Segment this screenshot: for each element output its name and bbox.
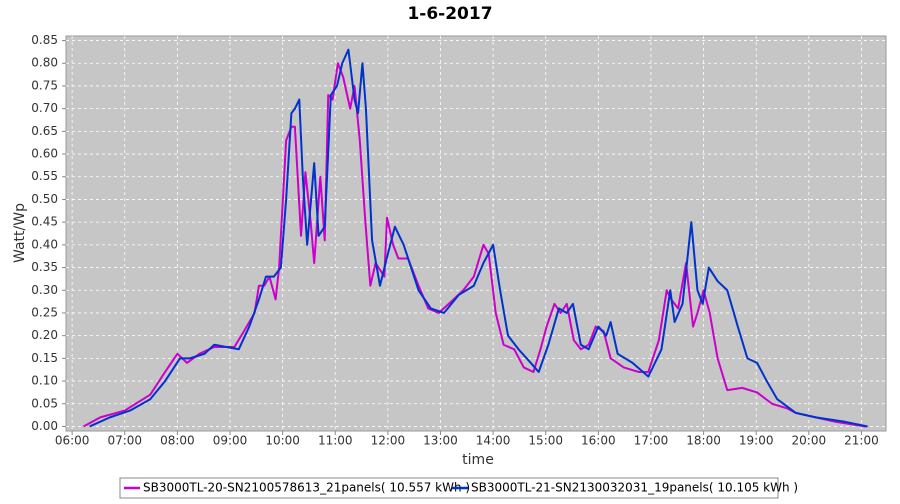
x-tick-label: 16:00 [581,434,616,448]
y-tick-label: 0.05 [31,396,58,410]
x-tick-label: 07:00 [107,434,142,448]
x-tick-label: 12:00 [371,434,406,448]
y-tick-label: 0.40 [31,237,58,251]
x-tick-label: 13:00 [423,434,458,448]
x-tick-label: 09:00 [213,434,248,448]
y-tick-label: 0.80 [31,56,58,70]
y-tick-label: 0.55 [31,169,58,183]
x-tick-label: 08:00 [160,434,195,448]
y-tick-label: 0.30 [31,283,58,297]
lines [83,48,868,428]
x-tick-label: 10:00 [265,434,300,448]
legend-label: SB3000TL-20-SN2100578613_21panels( 10.55… [143,481,470,495]
y-tick-label: 0.85 [31,33,58,47]
legend-label: SB3000TL-21-SN2130032031_19panels( 10.10… [471,481,798,495]
y-tick-label: 0.50 [31,192,58,206]
x-tick-label: 20:00 [792,434,827,448]
x-tick-label: 11:00 [318,434,353,448]
plot-area [65,35,887,432]
y-tick-label: 0.20 [31,328,58,342]
y-axis-label: Watt/Wp [12,203,28,263]
x-tick-label: 18:00 [686,434,721,448]
y-tick-label: 0.00 [31,419,58,433]
y-tick-label: 0.15 [31,351,58,365]
y-tick-label: 0.10 [31,374,58,388]
y-tick-label: 0.70 [31,101,58,115]
x-tick-label: 19:00 [739,434,774,448]
y-tick-label: 0.65 [31,124,58,138]
x-tick-label: 15:00 [528,434,563,448]
x-tick-label: 21:00 [844,434,879,448]
series-line [83,62,866,428]
x-tick-label: 06:00 [55,434,90,448]
x-tick-label: 17:00 [634,434,669,448]
series-line [89,48,868,428]
x-tick-label: 14:00 [476,434,511,448]
y-tick-label: 0.75 [31,78,58,92]
y-tick-label: 0.60 [31,147,58,161]
y-tick-label: 0.25 [31,305,58,319]
x-axis-label: time [462,452,494,468]
y-tick-label: 0.35 [31,260,58,274]
chart-title: 1-6-2017 [407,4,492,24]
y-tick-label: 0.45 [31,215,58,229]
legend [119,477,779,499]
